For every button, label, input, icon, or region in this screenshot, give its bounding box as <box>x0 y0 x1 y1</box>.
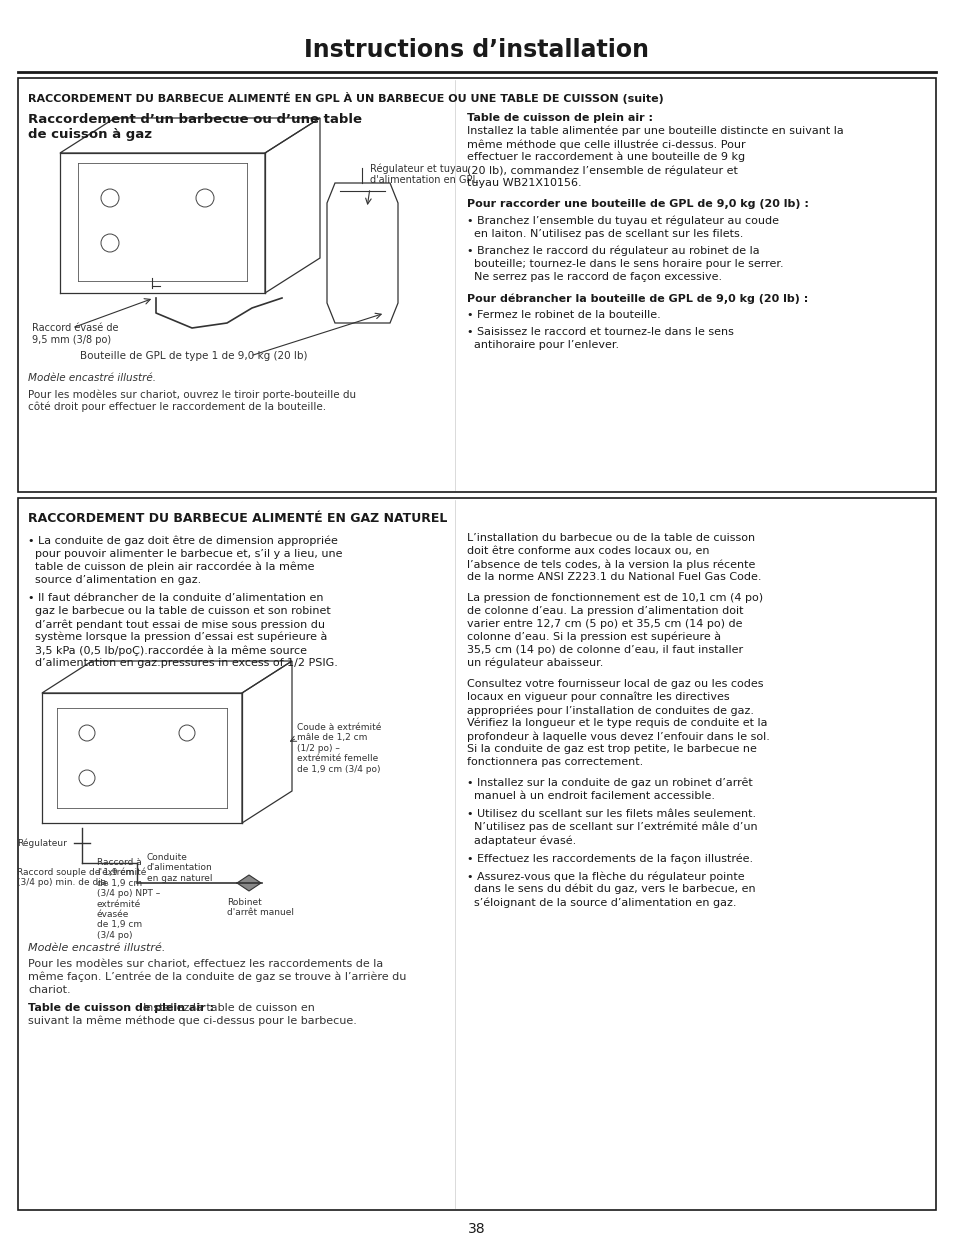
Text: de colonne d’eau. La pression d’alimentation doit: de colonne d’eau. La pression d’alimenta… <box>467 606 742 616</box>
Text: gaz le barbecue ou la table de cuisson et son robinet: gaz le barbecue ou la table de cuisson e… <box>28 606 331 616</box>
Bar <box>18 78 935 492</box>
Bar <box>18 498 935 1210</box>
Text: l’absence de tels codes, à la version la plus récente: l’absence de tels codes, à la version la… <box>467 559 755 569</box>
Text: Robinet
d'arrêt manuel: Robinet d'arrêt manuel <box>227 898 294 918</box>
Text: Raccord souple de 1,9 cm
(3/4 po) min. de dia.: Raccord souple de 1,9 cm (3/4 po) min. d… <box>17 868 134 888</box>
Text: Si la conduite de gaz est trop petite, le barbecue ne: Si la conduite de gaz est trop petite, l… <box>467 743 756 755</box>
Text: en laiton. N’utilisez pas de scellant sur les filets.: en laiton. N’utilisez pas de scellant su… <box>467 228 742 240</box>
Text: d’alimentation en gaz.pressures in excess of 1/2 PSIG.: d’alimentation en gaz.pressures in exces… <box>28 658 337 668</box>
Text: appropriées pour l’installation de conduites de gaz.: appropriées pour l’installation de condu… <box>467 705 753 715</box>
Text: varier entre 12,7 cm (5 po) et 35,5 cm (14 po) de: varier entre 12,7 cm (5 po) et 35,5 cm (… <box>467 619 741 629</box>
Text: même méthode que celle illustrée ci-dessus. Pour: même méthode que celle illustrée ci-dess… <box>467 140 745 149</box>
Text: Pour les modèles sur chariot, effectuez les raccordements de la: Pour les modèles sur chariot, effectuez … <box>28 960 383 969</box>
Text: • Utilisez du scellant sur les filets mâles seulement.: • Utilisez du scellant sur les filets mâ… <box>467 809 756 819</box>
Text: (20 lb), commandez l’ensemble de régulateur et: (20 lb), commandez l’ensemble de régulat… <box>467 165 737 175</box>
Text: • Il faut débrancher de la conduite d’alimentation en: • Il faut débrancher de la conduite d’al… <box>28 593 323 603</box>
Text: Conduite
d'alimentation
en gaz naturel: Conduite d'alimentation en gaz naturel <box>147 853 213 883</box>
Text: bouteille; tournez-le dans le sens horaire pour le serrer.: bouteille; tournez-le dans le sens horai… <box>467 259 782 269</box>
Text: 38: 38 <box>468 1221 485 1235</box>
Text: La pression de fonctionnement est de 10,1 cm (4 po): La pression de fonctionnement est de 10,… <box>467 593 762 603</box>
Text: locaux en vigueur pour connaître les directives: locaux en vigueur pour connaître les dir… <box>467 692 729 703</box>
Text: Régulateur: Régulateur <box>17 839 67 847</box>
Text: • Assurez-vous que la flèche du régulateur pointe: • Assurez-vous que la flèche du régulate… <box>467 871 744 882</box>
Text: Raccordement d’un barbecue ou d’une table
de cuisson à gaz: Raccordement d’un barbecue ou d’une tabl… <box>28 112 361 141</box>
Text: • Branchez le raccord du régulateur au robinet de la: • Branchez le raccord du régulateur au r… <box>467 246 759 257</box>
Text: Pour raccorder une bouteille de GPL de 9,0 kg (20 lb) :: Pour raccorder une bouteille de GPL de 9… <box>467 199 808 209</box>
Text: Bouteille de GPL de type 1 de 9,0 kg (20 lb): Bouteille de GPL de type 1 de 9,0 kg (20… <box>80 351 307 361</box>
Text: L’installation du barbecue ou de la table de cuisson: L’installation du barbecue ou de la tabl… <box>467 534 755 543</box>
Text: • La conduite de gaz doit être de dimension appropriée: • La conduite de gaz doit être de dimens… <box>28 536 337 547</box>
Text: antihoraire pour l’enlever.: antihoraire pour l’enlever. <box>467 340 618 350</box>
Text: Pour les modèles sur chariot, ouvrez le tiroir porte-bouteille du
côté droit pou: Pour les modèles sur chariot, ouvrez le … <box>28 389 355 411</box>
Text: Raccord à
l'extrémité
de 1,9 cm
(3/4 po) NPT –
extrémité
évasée
de 1,9 cm
(3/4 p: Raccord à l'extrémité de 1,9 cm (3/4 po)… <box>97 858 160 940</box>
Text: adaptateur évasé.: adaptateur évasé. <box>467 835 576 846</box>
Text: fonctionnera pas correctement.: fonctionnera pas correctement. <box>467 757 642 767</box>
Text: Vérifiez la longueur et le type requis de conduite et la: Vérifiez la longueur et le type requis d… <box>467 718 767 729</box>
Text: Instructions d’installation: Instructions d’installation <box>304 38 649 62</box>
Text: Raccord évasé de
9,5 mm (3/8 po): Raccord évasé de 9,5 mm (3/8 po) <box>32 324 118 345</box>
Text: 35,5 cm (14 po) de colonne d’eau, il faut installer: 35,5 cm (14 po) de colonne d’eau, il fau… <box>467 645 742 655</box>
Text: Table de cuisson de plein air :: Table de cuisson de plein air : <box>28 1003 213 1013</box>
Text: Modèle encastré illustré.: Modèle encastré illustré. <box>28 944 165 953</box>
Text: de la norme ANSI Z223.1 du National Fuel Gas Code.: de la norme ANSI Z223.1 du National Fuel… <box>467 572 760 582</box>
Text: tuyau WB21X10156.: tuyau WB21X10156. <box>467 178 581 188</box>
Text: pour pouvoir alimenter le barbecue et, s’il y a lieu, une: pour pouvoir alimenter le barbecue et, s… <box>28 550 342 559</box>
Text: N’utilisez pas de scellant sur l’extrémité mâle d’un: N’utilisez pas de scellant sur l’extrémi… <box>467 823 757 832</box>
Text: Table de cuisson de plein air :: Table de cuisson de plein air : <box>467 112 652 124</box>
Text: RACCORDEMENT DU BARBECUE ALIMENTÉ EN GAZ NATUREL: RACCORDEMENT DU BARBECUE ALIMENTÉ EN GAZ… <box>28 513 447 525</box>
Text: 3,5 kPa (0,5 lb/poÇ).raccordée à la même source: 3,5 kPa (0,5 lb/poÇ).raccordée à la même… <box>28 645 307 656</box>
Text: s’éloignant de la source d’alimentation en gaz.: s’éloignant de la source d’alimentation … <box>467 897 736 908</box>
Text: • Saisissez le raccord et tournez-le dans le sens: • Saisissez le raccord et tournez-le dan… <box>467 327 733 337</box>
Text: Coude à extrémité
mâle de 1,2 cm
(1/2 po) –
extrémité femelle
de 1,9 cm (3/4 po): Coude à extrémité mâle de 1,2 cm (1/2 po… <box>296 722 381 773</box>
Text: • Installez sur la conduite de gaz un robinet d’arrêt: • Installez sur la conduite de gaz un ro… <box>467 778 752 788</box>
Text: dans le sens du débit du gaz, vers le barbecue, en: dans le sens du débit du gaz, vers le ba… <box>467 884 755 894</box>
Text: Installez la table alimentée par une bouteille distincte en suivant la: Installez la table alimentée par une bou… <box>467 126 842 137</box>
Text: même façon. L’entrée de la conduite de gaz se trouve à l’arrière du: même façon. L’entrée de la conduite de g… <box>28 972 406 983</box>
Text: doit être conforme aux codes locaux ou, en: doit être conforme aux codes locaux ou, … <box>467 546 709 556</box>
Text: source d’alimentation en gaz.: source d’alimentation en gaz. <box>28 576 201 585</box>
Text: Installez la table de cuisson en: Installez la table de cuisson en <box>143 1003 314 1013</box>
Text: RACCORDEMENT DU BARBECUE ALIMENTÉ EN GPL À UN BARBECUE OU UNE TABLE DE CUISSON (: RACCORDEMENT DU BARBECUE ALIMENTÉ EN GPL… <box>28 91 663 104</box>
Text: système lorsque la pression d’essai est supérieure à: système lorsque la pression d’essai est … <box>28 632 327 642</box>
Text: manuel à un endroit facilement accessible.: manuel à un endroit facilement accessibl… <box>467 790 714 802</box>
Text: • Effectuez les raccordements de la façon illustrée.: • Effectuez les raccordements de la faço… <box>467 853 752 863</box>
Text: effectuer le raccordement à une bouteille de 9 kg: effectuer le raccordement à une bouteill… <box>467 152 744 163</box>
Text: un régulateur abaisseur.: un régulateur abaisseur. <box>467 658 602 668</box>
Polygon shape <box>236 876 261 890</box>
Text: colonne d’eau. Si la pression est supérieure à: colonne d’eau. Si la pression est supéri… <box>467 632 720 642</box>
Text: Pour débrancher la bouteille de GPL de 9,0 kg (20 lb) :: Pour débrancher la bouteille de GPL de 9… <box>467 293 807 304</box>
Text: chariot.: chariot. <box>28 986 71 995</box>
Text: Régulateur et tuyau
d'alimentation en GPL: Régulateur et tuyau d'alimentation en GP… <box>370 163 477 185</box>
Text: d’arrêt pendant tout essai de mise sous pression du: d’arrêt pendant tout essai de mise sous … <box>28 619 325 630</box>
Text: table de cuisson de plein air raccordée à la même: table de cuisson de plein air raccordée … <box>28 562 314 573</box>
Text: Modèle encastré illustré.: Modèle encastré illustré. <box>28 373 156 383</box>
Text: Consultez votre fournisseur local de gaz ou les codes: Consultez votre fournisseur local de gaz… <box>467 679 762 689</box>
Text: • Fermez le robinet de la bouteille.: • Fermez le robinet de la bouteille. <box>467 310 660 320</box>
Text: • Branchez l’ensemble du tuyau et régulateur au coude: • Branchez l’ensemble du tuyau et régula… <box>467 216 779 226</box>
Text: Ne serrez pas le raccord de façon excessive.: Ne serrez pas le raccord de façon excess… <box>467 272 721 282</box>
Text: suivant la même méthode que ci-dessus pour le barbecue.: suivant la même méthode que ci-dessus po… <box>28 1016 356 1026</box>
Text: profondeur à laquelle vous devez l’enfouir dans le sol.: profondeur à laquelle vous devez l’enfou… <box>467 731 769 741</box>
